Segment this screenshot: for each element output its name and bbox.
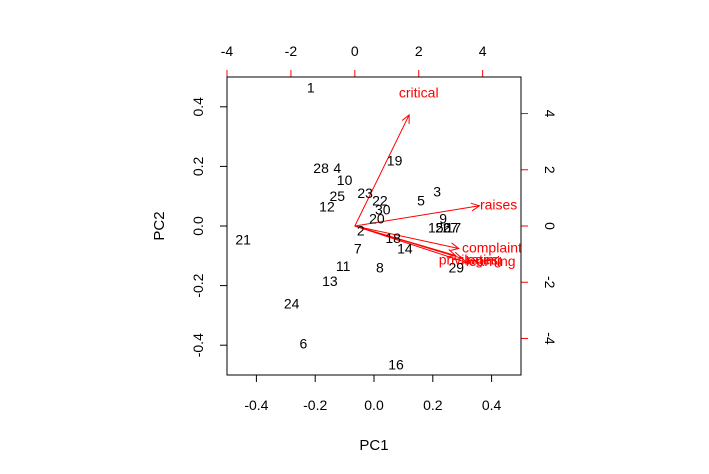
- point-label: 18: [385, 230, 401, 246]
- arrow-rating: [354, 225, 463, 261]
- arrow-complaints: [354, 225, 460, 252]
- y-axis-title: PC2: [151, 211, 168, 240]
- variable-label-privileges: privileges: [439, 252, 498, 268]
- point-label: 12: [319, 199, 335, 215]
- point-label: 21: [235, 231, 251, 247]
- variable-label-critical: critical: [399, 84, 439, 100]
- point-label: 23: [357, 185, 373, 201]
- point-label: 16: [388, 357, 404, 373]
- variable-label-learning: learning: [466, 253, 516, 269]
- variable-label-rating: rating: [467, 252, 502, 268]
- point-label: 3: [433, 184, 441, 200]
- point-label: 7: [354, 240, 362, 256]
- point-label: 10: [337, 172, 353, 188]
- point-label: 5: [417, 193, 425, 209]
- right-tick-label: 4: [542, 110, 558, 118]
- arrow-critical: [354, 113, 410, 227]
- variable-label-complaints: complaints: [462, 240, 529, 256]
- y-tick-label: 0.2: [190, 156, 206, 176]
- x-tick-label: -0.2: [303, 397, 327, 413]
- point-label: 25: [329, 188, 345, 204]
- x-axis-bottom: -0.4 -0.2 0.0 0.2 0.4: [244, 374, 502, 413]
- point-label: 6: [300, 336, 308, 352]
- point-label: 24: [284, 295, 300, 311]
- top-tick-label: 4: [479, 43, 487, 59]
- x-axis-title: PC1: [359, 437, 388, 454]
- point-label: 29: [449, 260, 465, 276]
- point-label: 9: [439, 211, 447, 227]
- variable-arrows: [354, 113, 481, 265]
- top-tick-label: 0: [351, 43, 359, 59]
- right-tick-label: 0: [542, 222, 558, 230]
- point-label: 30: [375, 202, 391, 218]
- y-tick-label: -0.2: [190, 273, 206, 297]
- top-tick-label: -4: [221, 43, 234, 59]
- top-tick-label: -2: [285, 43, 298, 59]
- point-label: 2: [357, 222, 365, 238]
- point-label: 28: [313, 160, 329, 176]
- x-tick-label: 0.4: [482, 397, 502, 413]
- variable-labels: critical raises complaintslearningprivileg…: [399, 84, 529, 269]
- point-label: 11: [336, 258, 351, 274]
- point-label: 13: [322, 273, 338, 289]
- top-tick-label: 2: [415, 43, 423, 59]
- observation-labels: 1234567891011121314151617181920212223242…: [235, 79, 464, 372]
- arrow-raises: [354, 202, 481, 227]
- point-label: 4: [333, 160, 341, 176]
- point-label: 1: [307, 79, 315, 95]
- point-label: 20: [369, 211, 385, 227]
- point-label: 14: [397, 240, 413, 256]
- y-axis-right-secondary: -4 -2 0 2 4: [520, 110, 558, 345]
- plot-frame: [226, 76, 522, 376]
- point-label: 27: [443, 219, 459, 235]
- x-axis-top-secondary: -4 -2 0 2 4: [221, 43, 487, 78]
- right-tick-label: 2: [542, 166, 558, 174]
- point-label: 19: [387, 152, 403, 168]
- right-tick-label: -2: [542, 276, 558, 289]
- y-axis-left: -0.4 -0.2 0.0 0.2 0.4: [190, 97, 228, 357]
- point-label: 22: [372, 193, 388, 209]
- right-tick-label: -4: [542, 332, 558, 345]
- y-tick-label: 0.0: [190, 216, 206, 236]
- point-label: 26: [435, 219, 451, 235]
- x-tick-label: -0.4: [244, 397, 268, 413]
- x-tick-label: 0.0: [364, 397, 384, 413]
- point-label: 15: [428, 219, 444, 235]
- point-label: 8: [376, 260, 384, 276]
- y-tick-label: -0.4: [190, 333, 206, 357]
- variable-label-raises: raises: [480, 196, 517, 212]
- point-label: 17: [446, 219, 462, 235]
- y-tick-label: 0.4: [190, 97, 206, 117]
- x-tick-label: 0.2: [423, 397, 443, 413]
